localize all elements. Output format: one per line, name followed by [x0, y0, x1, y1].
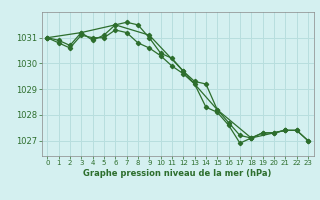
X-axis label: Graphe pression niveau de la mer (hPa): Graphe pression niveau de la mer (hPa): [84, 169, 272, 178]
